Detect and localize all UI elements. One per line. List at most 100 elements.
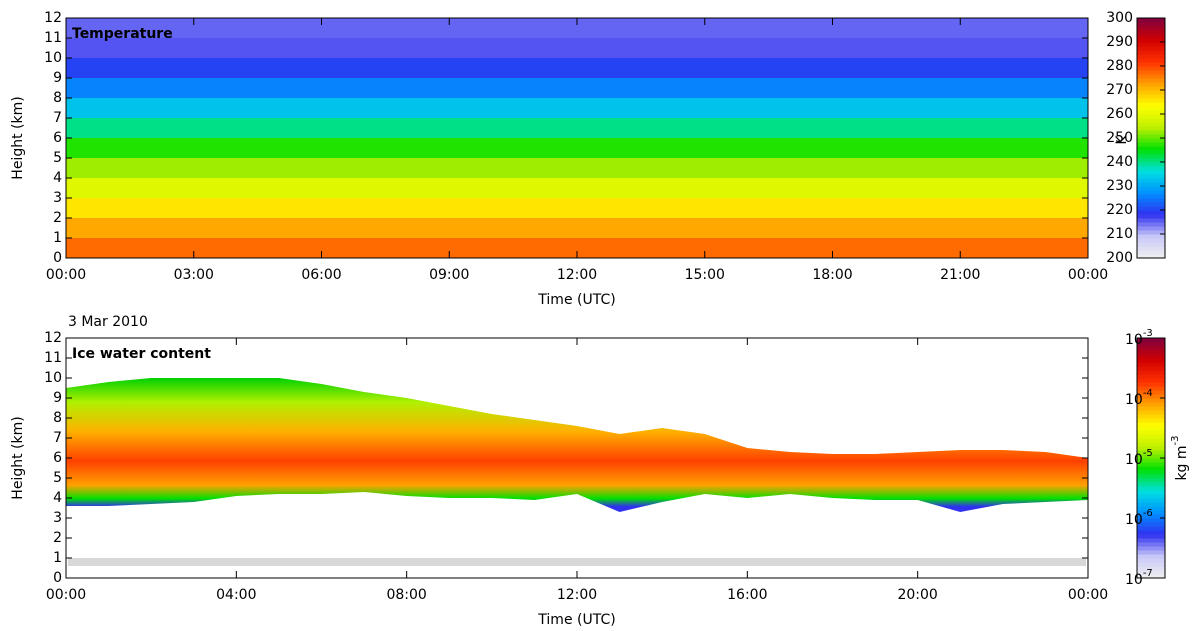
y-tick-label: 11	[44, 30, 62, 46]
colorbar-cell	[1137, 234, 1165, 239]
colorbar-cell	[1137, 566, 1165, 571]
colorbar-cell	[1137, 142, 1165, 147]
colorbar-cell	[1137, 442, 1165, 447]
colorbar-cell	[1137, 574, 1165, 579]
colorbar-cell	[1137, 550, 1165, 555]
colorbar-cell	[1137, 438, 1165, 443]
colorbar-cell	[1137, 342, 1165, 347]
colorbar-cell	[1137, 186, 1165, 191]
colorbar-cell	[1137, 366, 1165, 371]
colorbar-tick-label: 240	[1106, 154, 1133, 170]
x-tick-label: 21:00	[940, 267, 980, 283]
colorbar-cell	[1137, 222, 1165, 227]
y-tick-label: 5	[53, 470, 62, 486]
tick-exponent: -5	[1143, 448, 1153, 459]
x-tick-label: 06:00	[301, 267, 341, 283]
colorbar-cell	[1137, 494, 1165, 499]
colorbar-label-exponent: -3	[1170, 435, 1181, 445]
colorbar-cell	[1137, 190, 1165, 195]
y-tick-label: 11	[44, 350, 62, 366]
tick-base: 10	[1125, 452, 1143, 468]
colorbar-cell	[1137, 250, 1165, 255]
x-tick-label: 03:00	[174, 267, 214, 283]
colorbar-cell	[1137, 474, 1165, 479]
colorbar-tick-label: 230	[1106, 178, 1133, 194]
colorbar-cell	[1137, 202, 1165, 207]
colorbar-cell	[1137, 402, 1165, 407]
colorbar-cell	[1137, 346, 1165, 351]
y-tick-label: 6	[53, 130, 62, 146]
colorbar-cell	[1137, 450, 1165, 455]
cloud-area	[66, 378, 1088, 512]
colorbar-cell	[1137, 178, 1165, 183]
colorbar-cell	[1137, 358, 1165, 363]
heat-cell	[66, 138, 1088, 158]
heat-cell	[66, 58, 1088, 78]
y-tick-label: 8	[53, 410, 62, 426]
x-tick-label: 00:00	[1068, 587, 1108, 603]
y-axis-label: Height (km)	[10, 96, 26, 179]
colorbar-tick-label: 290	[1106, 34, 1133, 50]
colorbar-cell	[1137, 30, 1165, 35]
colorbar-cell	[1137, 554, 1165, 559]
x-tick-label: 16:00	[727, 587, 767, 603]
colorbar-tick-label: 260	[1106, 106, 1133, 122]
colorbar-cell	[1137, 50, 1165, 55]
colorbar-tick-label: 280	[1106, 58, 1133, 74]
x-tick-label: 12:00	[557, 587, 597, 603]
colorbar-cell	[1137, 378, 1165, 383]
x-tick-label: 12:00	[557, 267, 597, 283]
heat-cell	[66, 178, 1088, 198]
colorbar-cell	[1137, 118, 1165, 123]
tick-base: 10	[1125, 392, 1143, 408]
colorbar-cell	[1137, 562, 1165, 567]
colorbar-cell	[1137, 22, 1165, 27]
colorbar-cell	[1137, 454, 1165, 459]
y-tick-label: 7	[53, 430, 62, 446]
colorbar-cell	[1137, 246, 1165, 251]
y-axis-label: Height (km)	[10, 416, 26, 499]
colorbar-cell	[1137, 150, 1165, 155]
colorbar-tick-label: 270	[1106, 82, 1133, 98]
tick-base: 10	[1125, 332, 1143, 348]
y-tick-label: 2	[53, 530, 62, 546]
colorbar-cell	[1137, 410, 1165, 415]
colorbar-cell	[1137, 226, 1165, 231]
colorbar-cell	[1137, 462, 1165, 467]
y-tick-label: 7	[53, 110, 62, 126]
colorbar-cell	[1137, 74, 1165, 79]
tick-exponent: -7	[1143, 568, 1153, 579]
y-tick-label: 1	[53, 550, 62, 566]
colorbar-cell	[1137, 66, 1165, 71]
x-tick-label: 00:00	[46, 267, 86, 283]
colorbar-tick-label: 10-4	[1125, 388, 1153, 408]
x-tick-label: 15:00	[685, 267, 725, 283]
colorbar-cell	[1137, 130, 1165, 135]
colorbar-cell	[1137, 518, 1165, 523]
heat-cell	[66, 158, 1088, 178]
y-tick-label: 4	[53, 170, 62, 186]
colorbar-cell	[1137, 134, 1165, 139]
colorbar-cell	[1137, 78, 1165, 83]
colorbar-cell	[1137, 38, 1165, 43]
colorbar-tick-label: 200	[1106, 250, 1133, 266]
colorbar-cell	[1137, 526, 1165, 531]
y-tick-label: 10	[44, 50, 62, 66]
colorbar-cell	[1137, 62, 1165, 67]
colorbar-cell	[1137, 498, 1165, 503]
colorbar-tick-label: 210	[1106, 226, 1133, 242]
colorbar-cell	[1137, 126, 1165, 131]
y-tick-label: 5	[53, 150, 62, 166]
heat-cell	[66, 98, 1088, 118]
y-tick-label: 9	[53, 390, 62, 406]
colorbar-cell	[1137, 534, 1165, 539]
colorbar-cell	[1137, 58, 1165, 63]
colorbar-label-text: kg m	[1174, 445, 1190, 480]
date-label: 3 Mar 2010	[68, 314, 148, 330]
colorbar-cell	[1137, 486, 1165, 491]
x-tick-label: 09:00	[429, 267, 469, 283]
tick-base: 10	[1125, 512, 1143, 528]
heat-cell	[66, 78, 1088, 98]
